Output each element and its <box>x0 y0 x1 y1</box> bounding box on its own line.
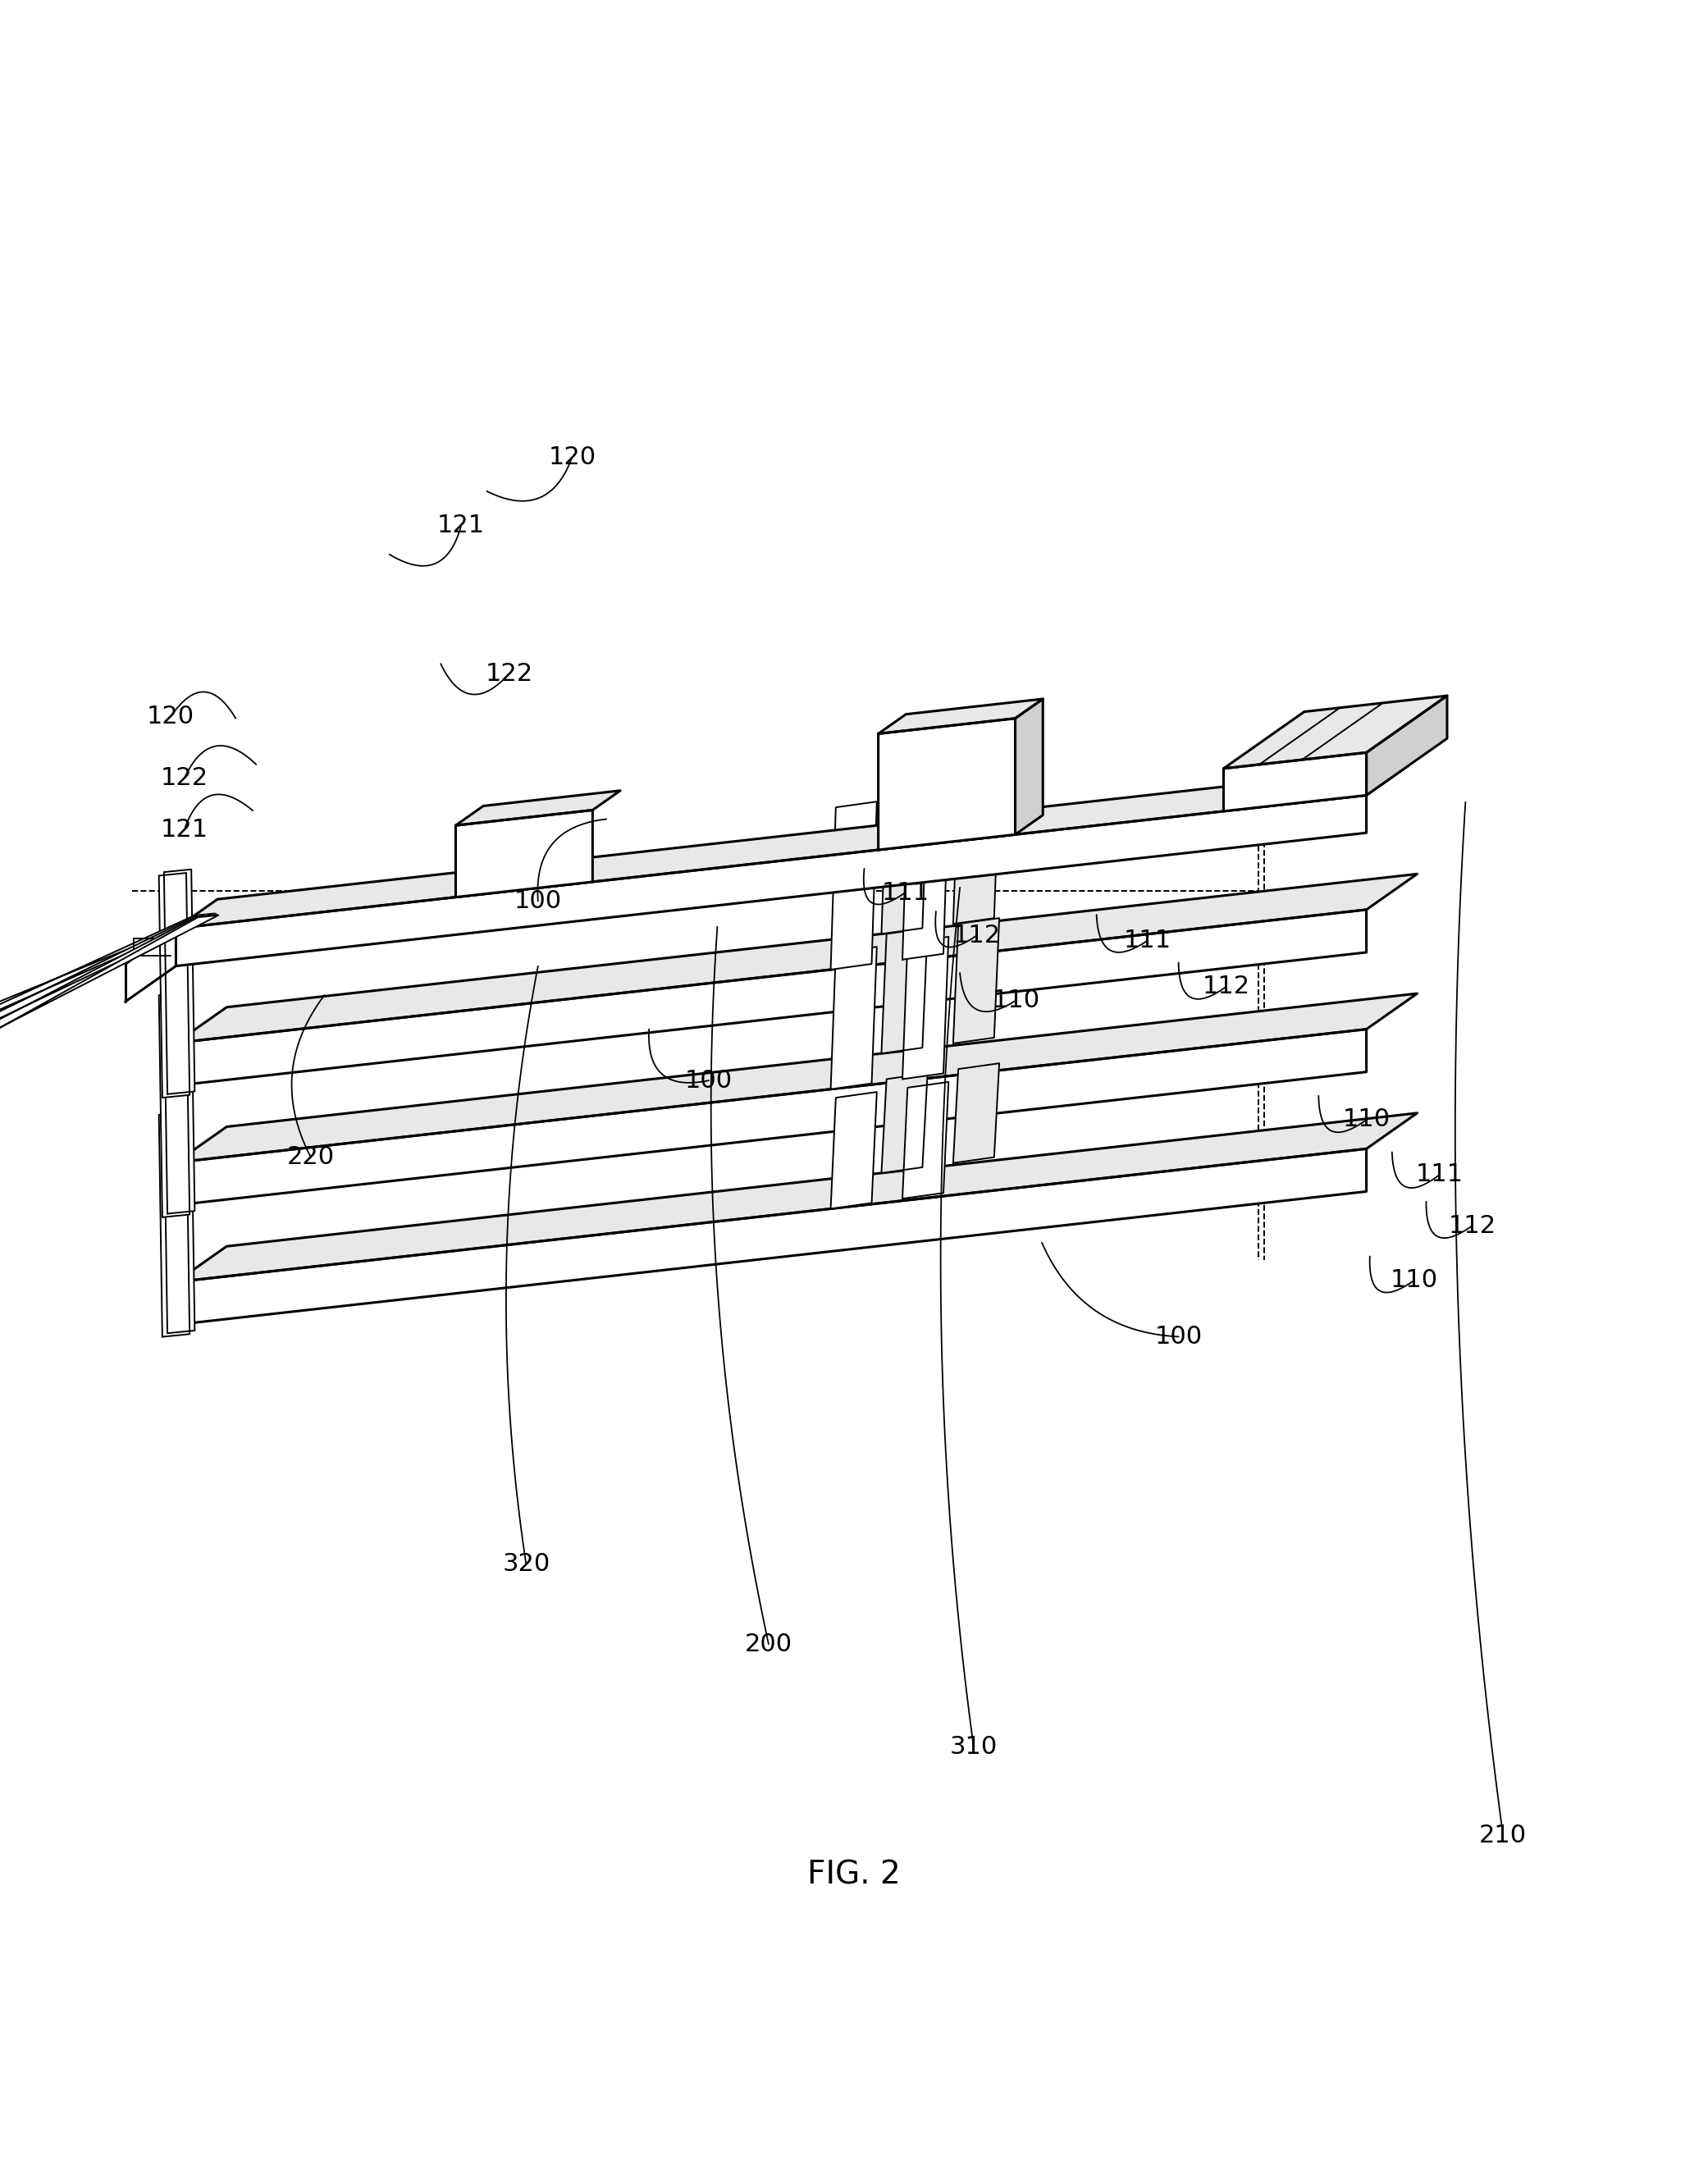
Polygon shape <box>0 915 215 1041</box>
Text: 120: 120 <box>548 444 596 468</box>
Text: 111: 111 <box>1124 928 1172 952</box>
Polygon shape <box>176 910 1366 1085</box>
Polygon shape <box>878 719 1015 849</box>
Polygon shape <box>164 1109 195 1333</box>
Polygon shape <box>902 937 948 1078</box>
Text: 100: 100 <box>685 1069 733 1093</box>
Polygon shape <box>1223 695 1447 769</box>
Text: 112: 112 <box>953 923 1001 947</box>
Text: 100: 100 <box>514 889 562 913</box>
Polygon shape <box>902 791 948 960</box>
Polygon shape <box>176 1148 1366 1324</box>
Polygon shape <box>881 1074 927 1174</box>
Polygon shape <box>0 913 215 1028</box>
Text: 112: 112 <box>1448 1213 1496 1237</box>
Polygon shape <box>176 1113 1418 1283</box>
Polygon shape <box>159 873 190 1098</box>
Polygon shape <box>953 919 999 1043</box>
Polygon shape <box>1015 699 1044 834</box>
Polygon shape <box>830 1091 876 1209</box>
Text: 320: 320 <box>502 1553 550 1575</box>
Polygon shape <box>953 1063 999 1163</box>
Text: 122: 122 <box>485 662 533 686</box>
Text: 110: 110 <box>1390 1268 1438 1292</box>
Polygon shape <box>456 791 620 825</box>
Text: 111: 111 <box>1416 1163 1464 1187</box>
Text: 110: 110 <box>1342 1109 1390 1133</box>
Text: 111: 111 <box>881 880 929 904</box>
Text: 100: 100 <box>1155 1324 1202 1348</box>
Polygon shape <box>0 915 217 1054</box>
Polygon shape <box>830 802 876 969</box>
Polygon shape <box>176 1030 1366 1204</box>
Text: 112: 112 <box>1202 974 1250 998</box>
Text: 110: 110 <box>992 989 1040 1013</box>
Text: FIG. 2: FIG. 2 <box>808 1860 900 1891</box>
Polygon shape <box>0 915 219 1065</box>
Polygon shape <box>176 767 1407 928</box>
Polygon shape <box>830 947 876 1089</box>
Polygon shape <box>176 993 1418 1163</box>
Polygon shape <box>953 773 999 923</box>
Polygon shape <box>881 784 927 934</box>
Polygon shape <box>176 795 1366 967</box>
Text: 200: 200 <box>745 1631 793 1655</box>
Text: 120: 120 <box>147 706 195 730</box>
Polygon shape <box>164 989 195 1213</box>
Polygon shape <box>1366 695 1447 795</box>
Text: 121: 121 <box>437 514 485 538</box>
Polygon shape <box>159 993 190 1218</box>
Polygon shape <box>902 1082 948 1198</box>
Polygon shape <box>881 928 927 1054</box>
Text: 310: 310 <box>950 1734 997 1758</box>
Polygon shape <box>159 1113 190 1337</box>
Text: 220: 220 <box>287 1146 335 1170</box>
Polygon shape <box>176 873 1418 1043</box>
Text: 210: 210 <box>1479 1823 1527 1847</box>
Polygon shape <box>456 810 593 897</box>
Polygon shape <box>1223 754 1366 810</box>
Text: 122: 122 <box>161 767 208 791</box>
Polygon shape <box>164 869 195 1093</box>
Polygon shape <box>878 699 1044 734</box>
Text: 121: 121 <box>161 817 208 841</box>
